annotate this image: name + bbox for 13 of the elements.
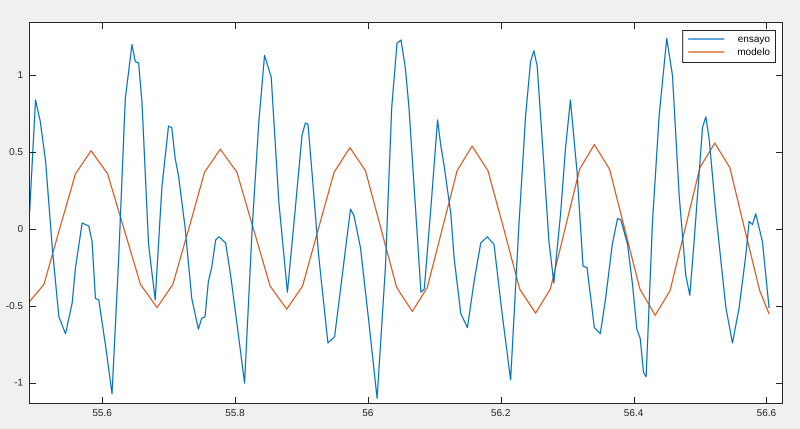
y-tick-label: 0 [17,224,24,235]
x-tick-label: 55.6 [92,408,112,419]
x-tick-label: 55.8 [225,408,246,419]
legend-label: ensayo [738,34,770,45]
y-tick-label: -0.5 [6,300,24,312]
x-tick-label: 56.2 [490,408,511,419]
x-tick-label: 56.6 [756,408,777,419]
legend-label: modelo [737,46,770,58]
x-tick-label: 56 [362,408,374,419]
y-tick-label: 1 [17,70,24,82]
y-tick-label: -1 [14,378,24,389]
x-tick-label: 56.4 [624,408,644,419]
y-tick-label: 0.5 [9,147,24,158]
